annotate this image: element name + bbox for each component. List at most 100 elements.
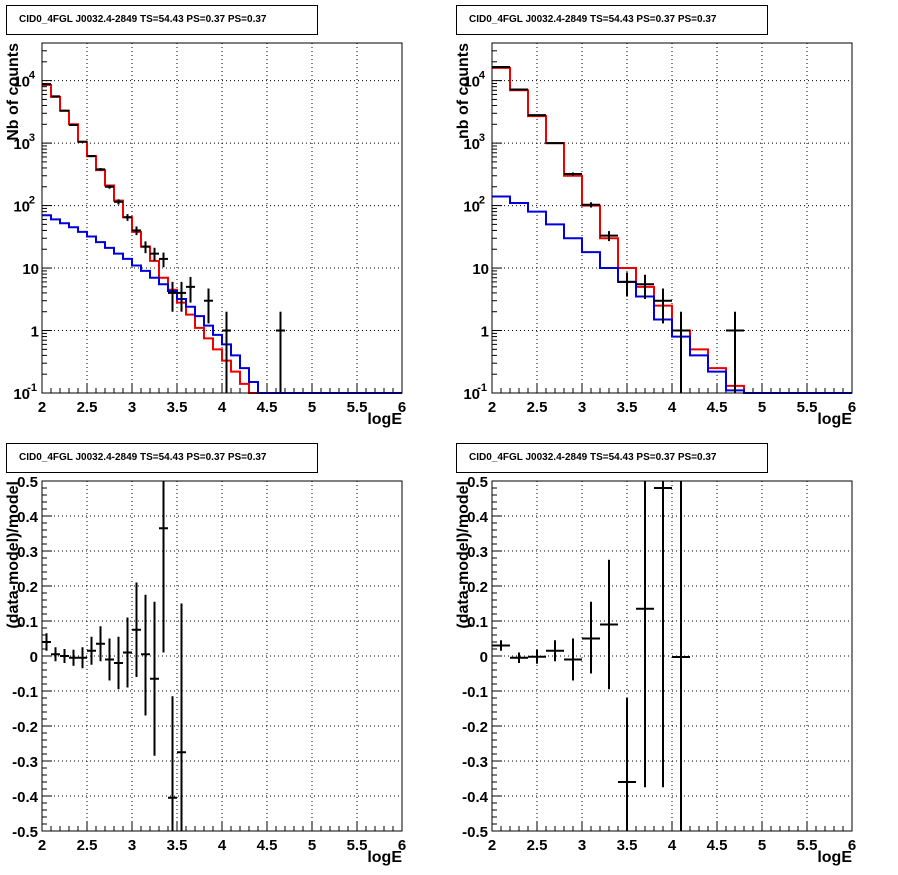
- x-tick-label: 3.5: [167, 399, 188, 416]
- data-point: [51, 647, 60, 662]
- data-point: [564, 638, 582, 681]
- data-point: [510, 652, 528, 663]
- data-point: [528, 114, 546, 117]
- chart-counts_coarse: 2 2.5 3 3.5 4 4.5 5 5.5 610-1110102103104logEnb …: [455, 42, 856, 428]
- y-tick-label-exponent: -1: [27, 382, 37, 394]
- y-tick-label: -0.4: [462, 789, 489, 806]
- y-axis-title: nb of counts: [455, 43, 472, 139]
- data-point: [114, 636, 123, 690]
- y-axis-title: Nb of counts: [5, 43, 22, 141]
- data-point: [159, 481, 168, 653]
- x-tick-label: 4: [668, 399, 677, 416]
- x-tick-label: 2: [38, 399, 46, 416]
- chart-title: CID0_4FGL J0032.4-2849 TS=54.43 PS=0.37 …: [456, 443, 768, 473]
- y-tick-label-exponent: 2: [29, 195, 35, 207]
- x-tick-label: 3.5: [617, 837, 638, 854]
- data-point: [186, 276, 195, 303]
- y-tick-label-exponent: -1: [477, 382, 487, 394]
- data-point: [510, 88, 528, 91]
- data-point: [150, 247, 159, 262]
- data-point: [168, 281, 177, 312]
- x-tick-label: 6: [398, 399, 406, 416]
- x-tick-label: 2: [38, 837, 46, 854]
- data-point: [123, 214, 132, 221]
- y-tick-label-exponent: 3: [479, 132, 485, 144]
- x-tick-label: 6: [848, 837, 856, 854]
- data-point: [78, 140, 87, 143]
- x-tick-label: 2: [488, 837, 496, 854]
- plot-frame: [491, 42, 853, 394]
- data-point: [168, 696, 177, 831]
- data-point: [69, 649, 78, 666]
- data-point: [528, 649, 546, 664]
- x-tick-label: 4.5: [707, 399, 728, 416]
- data-point: [222, 311, 231, 393]
- data-point: [177, 281, 186, 312]
- plot-frame: [41, 42, 403, 394]
- y-tick-label: 10: [13, 74, 30, 91]
- x-tick-label: 4.5: [257, 399, 278, 416]
- data-point: [132, 582, 141, 677]
- y-tick-label: 10: [463, 386, 480, 403]
- y-tick-label: 0.2: [17, 579, 38, 596]
- chart-title: CID0_4FGL J0032.4-2849 TS=54.43 PS=0.37 …: [456, 5, 768, 35]
- data-point: [132, 226, 141, 236]
- data-point: [492, 640, 510, 651]
- y-tick-label: 0.5: [467, 474, 488, 491]
- y-tick-label: 10: [13, 386, 30, 403]
- y-tick-label: 0.4: [17, 509, 39, 526]
- plot-frame: [41, 480, 403, 832]
- x-tick-label: 6: [398, 837, 406, 854]
- x-axis-title: logE: [817, 411, 852, 428]
- data-point: [582, 202, 600, 208]
- data-point: [78, 647, 87, 669]
- data-point: [636, 274, 654, 299]
- series-model-total: [492, 66, 852, 394]
- data-point: [177, 603, 186, 831]
- x-tick-label: 2: [488, 399, 496, 416]
- x-tick-label: 3.5: [167, 837, 188, 854]
- y-tick-label: 0.2: [467, 579, 488, 596]
- data-point: [726, 311, 744, 393]
- x-tick-label: 3: [578, 399, 586, 416]
- x-tick-label: 4: [218, 837, 227, 854]
- data-point: [636, 481, 654, 788]
- data-point: [618, 698, 636, 831]
- y-tick-label: -0.3: [462, 754, 488, 771]
- x-tick-label: 3: [578, 837, 586, 854]
- data-point: [582, 601, 600, 674]
- y-tick-label-exponent: 2: [479, 195, 485, 207]
- y-tick-label-exponent: 4: [29, 70, 36, 82]
- x-tick-label: 5: [308, 837, 316, 854]
- y-tick-label: 10: [463, 74, 480, 91]
- y-tick-label: -0.1: [12, 684, 38, 701]
- data-point: [60, 649, 69, 663]
- x-tick-label: 6: [848, 399, 856, 416]
- data-point: [51, 95, 60, 98]
- x-tick-label: 4.5: [707, 837, 728, 854]
- data-point: [654, 288, 672, 324]
- y-tick-label: 10: [13, 136, 30, 153]
- data-point: [618, 272, 636, 297]
- y-tick-label: 0.3: [467, 544, 488, 561]
- y-tick-label: 1: [31, 324, 39, 341]
- data-point: [600, 231, 618, 242]
- y-tick-label: 0.3: [17, 544, 38, 561]
- data-point: [69, 123, 78, 126]
- chart-title: CID0_4FGL J0032.4-2849 TS=54.43 PS=0.37 …: [6, 5, 318, 35]
- x-tick-label: 5.5: [797, 837, 818, 854]
- x-tick-label: 5: [758, 399, 766, 416]
- y-tick-label: 10: [13, 199, 30, 216]
- x-axis-title: logE: [817, 849, 852, 866]
- y-tick-label: 10: [463, 136, 480, 153]
- y-tick-label: -0.4: [12, 789, 39, 806]
- plot-frame: [491, 480, 853, 832]
- y-tick-label: -0.5: [12, 824, 38, 841]
- data-point: [60, 109, 69, 112]
- y-axis-title: (data-model)/model: [5, 481, 22, 629]
- data-point: [141, 241, 150, 254]
- y-axis-title: (data-model)/model: [455, 481, 472, 629]
- data-point: [96, 168, 105, 171]
- data-point: [546, 640, 564, 662]
